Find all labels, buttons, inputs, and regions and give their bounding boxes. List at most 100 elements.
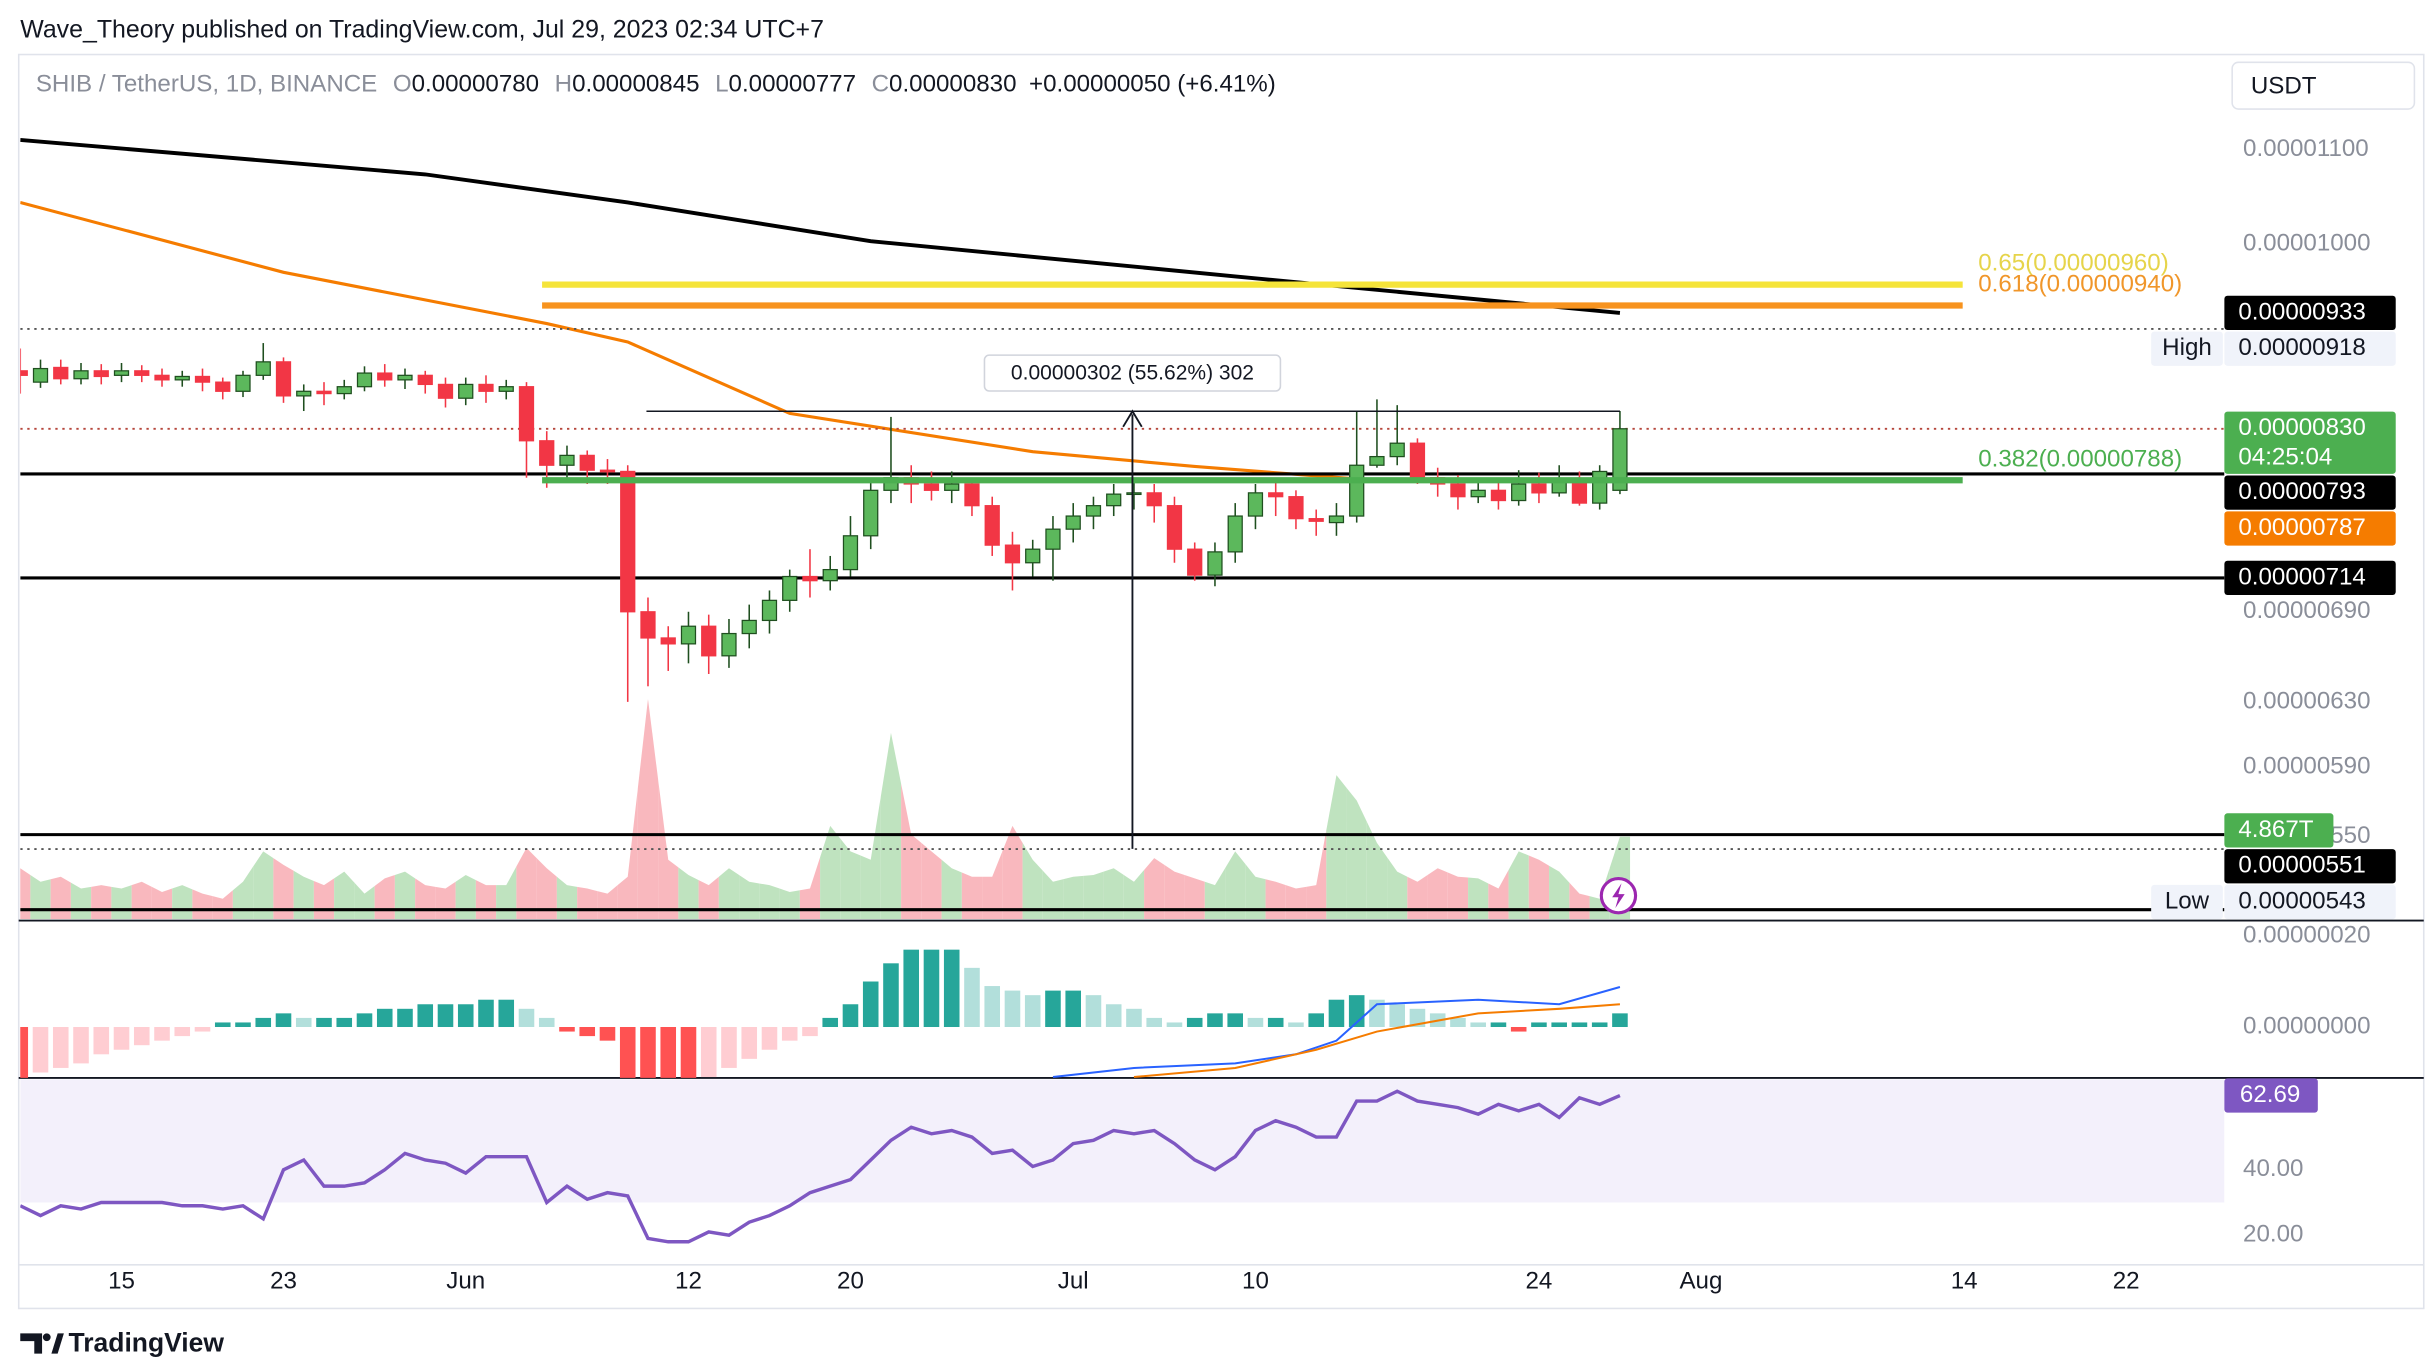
candle-body: [296, 390, 312, 397]
volume-area: [901, 783, 922, 920]
candle-body: [944, 483, 960, 491]
price-badge: [2224, 511, 2396, 546]
volume-badge: [2224, 813, 2334, 848]
volume-area: [293, 870, 314, 920]
macd-axis-label: 0.00000020: [2243, 921, 2370, 948]
candle-body: [1288, 496, 1304, 520]
candle-body: [518, 386, 535, 442]
price-badge: [2224, 884, 2396, 920]
candle-body: [1106, 493, 1122, 507]
currency-button[interactable]: [2231, 61, 2416, 110]
volume-area: [496, 866, 517, 920]
candle-body: [721, 632, 737, 657]
fib-label: 0.382(0.00000788): [1978, 445, 2182, 472]
candle-body: [174, 375, 190, 381]
candle-body: [1612, 428, 1628, 491]
price-badge-label: 0.00000918: [2238, 334, 2365, 361]
candle-body: [397, 374, 413, 381]
candle-body: [620, 470, 636, 613]
price-axis-label: 0.00000630: [2243, 687, 2370, 714]
logo-slash: [51, 1333, 64, 1354]
macd-line: [1052, 985, 1621, 1078]
candle-body: [458, 383, 474, 399]
price-badge: [2224, 475, 2396, 510]
candle-body: [32, 367, 49, 383]
macd-bar: [255, 1017, 272, 1028]
volume-area: [1063, 875, 1084, 920]
time-axis-label: Jun: [446, 1267, 485, 1294]
macd-bar: [883, 963, 899, 1028]
volume-area: [131, 881, 152, 920]
candle-body: [1571, 479, 1588, 504]
macd-bar: [478, 999, 494, 1028]
rsi-badge: [2224, 1078, 2318, 1113]
candle-body: [923, 483, 940, 491]
macd-bar: [761, 1027, 778, 1050]
volume-area: [30, 875, 51, 920]
volume-area: [860, 796, 881, 920]
volume-area: [1184, 875, 1205, 920]
volume-area: [961, 872, 983, 920]
candle-body: [1308, 518, 1324, 522]
macd-bar: [1024, 995, 1041, 1028]
candle-body: [1166, 505, 1183, 550]
macd-bar: [32, 1027, 49, 1073]
macd-bar: [336, 1017, 353, 1028]
rsi-line: [20, 1089, 1621, 1244]
candle-body: [701, 625, 717, 657]
candle-body: [235, 374, 251, 392]
candle-body: [255, 361, 271, 376]
candle-body: [1207, 551, 1223, 576]
macd-bar: [1591, 1022, 1608, 1028]
macd-bar: [781, 1027, 798, 1041]
volume-area: [172, 885, 193, 920]
candle-body: [984, 505, 1000, 546]
price-badge: [2224, 295, 2396, 331]
macd-bar: [1470, 1022, 1486, 1028]
macd-bar: [154, 1027, 170, 1041]
candle-body: [1490, 489, 1507, 502]
volume-area: [1468, 877, 1489, 920]
footer-brand: TradingView: [69, 1327, 225, 1357]
macd-bar: [964, 967, 980, 1028]
candle-body: [1409, 442, 1426, 479]
volume-area: [212, 890, 233, 920]
volume-area: [374, 875, 395, 920]
macd-bar: [1126, 1008, 1142, 1028]
rsi-axis-label: 40.00: [2243, 1155, 2303, 1182]
macd-bar: [316, 1017, 332, 1028]
currency-label: USDT: [2251, 73, 2317, 100]
candle-body: [863, 489, 879, 537]
publisher-line: Wave_Theory published on TradingView.com…: [20, 16, 824, 44]
candle-body: [316, 390, 332, 395]
macd-bar: [943, 949, 960, 1028]
price-axis-label: 0.00001000: [2243, 230, 2370, 257]
candle-body: [194, 375, 211, 383]
volume-area: [1488, 869, 1509, 920]
macd-bar: [1227, 1013, 1243, 1028]
measure-label: 0.00000302 (55.62%) 302: [1011, 361, 1254, 384]
candle-body: [377, 372, 393, 381]
volume-area: [1204, 868, 1226, 920]
candle-body: [1065, 515, 1081, 530]
time-axis-label: 22: [2113, 1267, 2140, 1294]
macd-bar: [174, 1027, 191, 1037]
volume-area: [941, 859, 962, 920]
candle-body: [1126, 492, 1142, 496]
candle-body: [964, 483, 980, 507]
alert-icon[interactable]: [1599, 876, 1638, 915]
volume-area: [1387, 857, 1408, 920]
rsi-badge-label: 62.69: [2240, 1081, 2300, 1108]
macd-bar: [1531, 1022, 1547, 1028]
volume-area: [1225, 851, 1246, 920]
macd-bar: [457, 1004, 474, 1028]
volume-area: [840, 838, 861, 920]
macd-bar: [680, 1027, 697, 1078]
macd-bar: [133, 1027, 150, 1046]
candle-body: [478, 383, 494, 392]
candle-body: [1227, 515, 1243, 553]
macd-bar: [1409, 1008, 1426, 1028]
macd-bar: [640, 1027, 656, 1078]
candle-body: [1247, 492, 1264, 517]
volume-area: [739, 875, 760, 920]
